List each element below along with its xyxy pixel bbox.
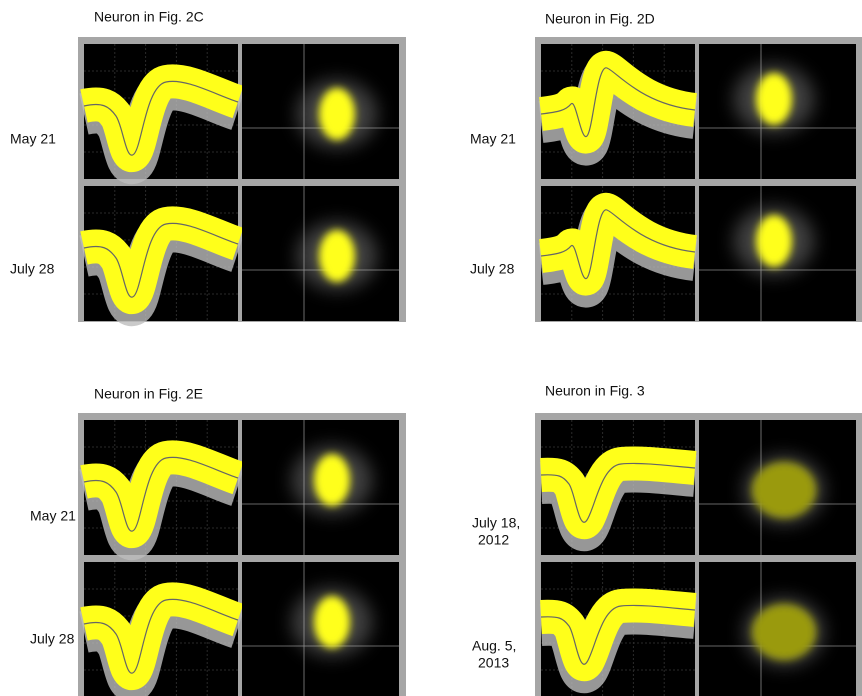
cluster <box>319 88 355 140</box>
cluster <box>756 73 792 125</box>
cluster <box>752 604 816 660</box>
row-label: May 21 <box>470 131 516 147</box>
row-label: July 28 <box>30 631 75 647</box>
cluster <box>756 215 792 267</box>
panel-title: Neuron in Fig. 2E <box>94 386 203 402</box>
cluster <box>314 596 350 648</box>
cluster <box>319 230 355 282</box>
row-label: July 28 <box>470 261 515 277</box>
cluster <box>752 462 816 518</box>
row-label: Aug. 5, <box>472 638 516 654</box>
panel-title: Neuron in Fig. 3 <box>545 383 645 399</box>
row-label: May 21 <box>30 508 76 524</box>
row-label: July 18, <box>472 515 520 531</box>
panel: Neuron in Fig. 2E May 21 July 28 <box>30 386 406 696</box>
row-label: 2013 <box>478 655 509 671</box>
panel-title: Neuron in Fig. 2C <box>94 9 204 25</box>
cluster <box>314 454 350 506</box>
panel: Neuron in Fig. 2C May 21 July 28 <box>10 9 406 322</box>
panel-title: Neuron in Fig. 2D <box>545 11 655 27</box>
row-label: July 28 <box>10 261 55 277</box>
panel: Neuron in Fig. 3 July 18,2012 Aug. 5,2013 <box>472 383 862 696</box>
row-label: 2012 <box>478 532 509 548</box>
panel: Neuron in Fig. 2D May 21 July 28 <box>470 11 862 322</box>
row-label: May 21 <box>10 131 56 147</box>
figure: Neuron in Fig. 2CMay 21July 28Neuron in … <box>0 0 862 696</box>
